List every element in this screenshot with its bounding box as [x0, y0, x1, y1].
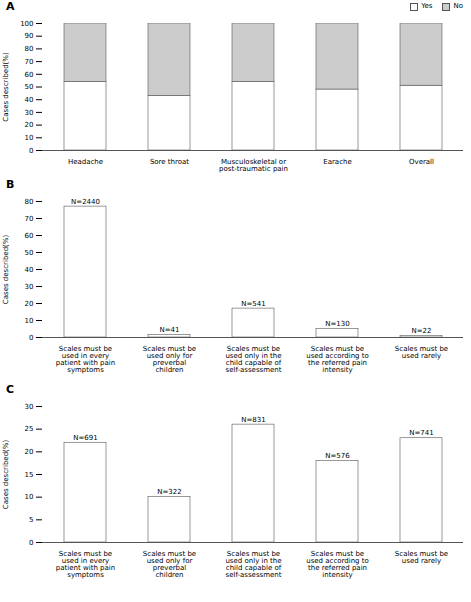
- svg-text:Scales must beused in everypat: Scales must beused in everypatient with …: [56, 345, 115, 374]
- svg-text:80: 80: [25, 45, 34, 53]
- svg-text:5: 5: [29, 516, 33, 524]
- svg-text:70: 70: [25, 215, 34, 223]
- svg-text:70: 70: [25, 58, 34, 66]
- svg-text:0: 0: [29, 147, 33, 155]
- svg-text:15: 15: [25, 471, 34, 479]
- svg-text:60: 60: [25, 71, 34, 79]
- svg-text:N=41: N=41: [159, 326, 179, 334]
- svg-text:40: 40: [25, 96, 34, 104]
- svg-text:25: 25: [25, 425, 34, 433]
- svg-text:100: 100: [20, 20, 33, 28]
- svg-text:N=831: N=831: [241, 416, 265, 424]
- svg-text:N=576: N=576: [325, 452, 350, 460]
- svg-text:Scales must beused according t: Scales must beused according tothe refer…: [306, 550, 369, 579]
- svg-text:Sore throat: Sore throat: [150, 158, 189, 166]
- html-text:A: A: [6, 0, 15, 13]
- svg-text:80: 80: [25, 198, 34, 206]
- svg-text:90: 90: [25, 32, 34, 40]
- svg-text:N=541: N=541: [241, 300, 265, 308]
- svg-text:10: 10: [25, 493, 34, 501]
- svg-text:Cases described(%): Cases described(%): [2, 52, 10, 122]
- svg-text:30: 30: [25, 283, 34, 291]
- svg-text:10: 10: [25, 134, 34, 142]
- svg-text:10: 10: [25, 317, 34, 325]
- svg-text:20: 20: [25, 300, 34, 308]
- svg-text:N=691: N=691: [73, 434, 97, 442]
- svg-text:Musculoskeletal orpost-traumat: Musculoskeletal orpost-traumatic pain: [219, 158, 288, 173]
- svg-text:0: 0: [29, 539, 33, 547]
- html-text:B: B: [6, 178, 15, 191]
- svg-text:20: 20: [25, 121, 34, 129]
- svg-text:N=2440: N=2440: [71, 198, 100, 206]
- svg-text:Scales must beused rarely: Scales must beused rarely: [395, 550, 448, 565]
- svg-text:N=22: N=22: [411, 327, 431, 335]
- svg-text:N=130: N=130: [325, 320, 349, 328]
- svg-text:30: 30: [25, 109, 34, 117]
- svg-text:N=741: N=741: [409, 429, 433, 437]
- svg-text:Scales must beused only forpre: Scales must beused only forpreverbalchil…: [143, 550, 196, 579]
- svg-text:Cases described(%): Cases described(%): [2, 440, 10, 510]
- svg-text:Scales must beused only in the: Scales must beused only in thechild capa…: [225, 550, 281, 579]
- svg-text:Scales must beused only forpre: Scales must beused only forpreverbalchil…: [143, 345, 196, 374]
- svg-text:Scales must beused according t: Scales must beused according tothe refer…: [306, 345, 369, 374]
- svg-text:50: 50: [25, 249, 34, 257]
- svg-text:Scales must beused rarely: Scales must beused rarely: [395, 345, 448, 360]
- svg-text:N=322: N=322: [157, 488, 181, 496]
- svg-text:0: 0: [29, 334, 33, 342]
- svg-text:Overall: Overall: [409, 158, 434, 166]
- svg-text:Cases described(%): Cases described(%): [2, 235, 10, 305]
- svg-text:50: 50: [25, 83, 34, 91]
- html-text:C: C: [6, 383, 15, 396]
- svg-text:Scales must beused in everypat: Scales must beused in everypatient with …: [56, 550, 115, 579]
- svg-text:30: 30: [25, 403, 34, 411]
- html-text:No: No: [453, 2, 463, 11]
- svg-text:20: 20: [25, 448, 34, 456]
- svg-text:Headache: Headache: [68, 158, 103, 166]
- html-text:Yes: Yes: [421, 2, 433, 11]
- svg-text:Earache: Earache: [323, 158, 351, 166]
- svg-text:60: 60: [25, 232, 34, 240]
- svg-text:Scales must beused only in the: Scales must beused only in thechild capa…: [225, 345, 281, 374]
- svg-text:40: 40: [25, 266, 34, 274]
